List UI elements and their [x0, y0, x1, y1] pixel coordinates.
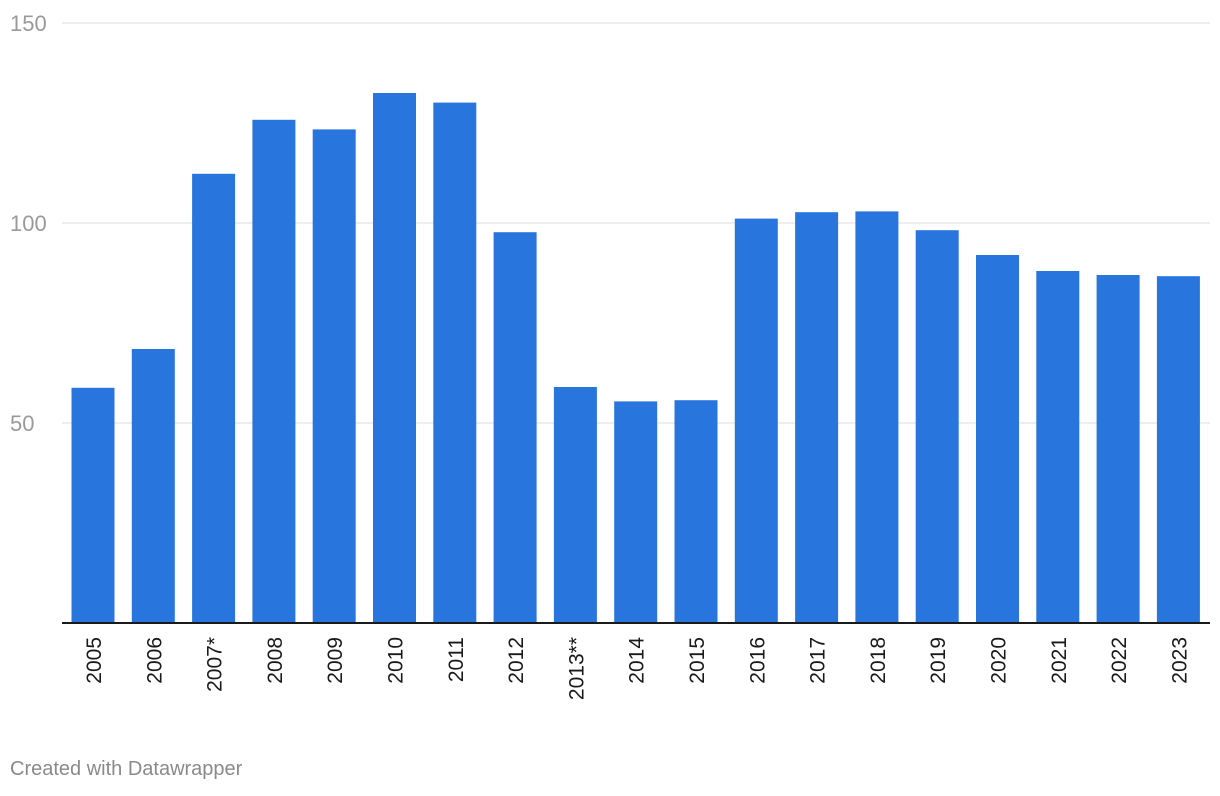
x-tick-label: 2016: [746, 637, 769, 684]
x-tick-label: 2009: [324, 637, 347, 684]
y-tick-label: 100: [10, 211, 47, 236]
x-tick-label: 2022: [1108, 637, 1131, 684]
x-tick-label: 2015: [686, 637, 709, 684]
x-tick-label: 2020: [988, 637, 1011, 684]
axes: 50 100 150 2005 2006 2007* 2008 2009 2010 2011 201…: [10, 11, 1210, 700]
x-tick-label: 2005: [83, 637, 106, 684]
bar: [373, 93, 416, 623]
bar: [976, 255, 1019, 623]
x-tick-label: 2023: [1168, 637, 1191, 684]
bar: [192, 173, 236, 624]
x-tick-label: 2008: [264, 637, 287, 684]
x-tick-label: 2010: [385, 637, 408, 684]
x-tick-label: 2011: [445, 637, 468, 682]
x-tick-label: 2017: [807, 637, 830, 684]
x-tick-label: 2019: [927, 637, 950, 684]
bar: [553, 387, 597, 623]
x-tick-label: 2018: [867, 637, 890, 684]
x-tick-label: 2007*: [204, 637, 227, 692]
bar: [252, 119, 296, 624]
credit-text: Created with Datawrapper: [10, 758, 243, 780]
bar: [312, 129, 356, 623]
bar: [614, 401, 658, 623]
bar: [855, 211, 899, 623]
bar: [674, 400, 718, 623]
x-tick-label: 2014: [626, 637, 649, 684]
bar: [131, 349, 175, 623]
x-tick-label: 2013**: [565, 637, 588, 700]
bar: [493, 232, 537, 623]
bar: [1036, 271, 1080, 623]
x-tick-label: 2006: [143, 637, 166, 684]
bar: [915, 230, 959, 623]
bar: [1156, 276, 1200, 623]
bar: [795, 212, 839, 623]
x-tick-label: 2021: [1048, 637, 1071, 684]
y-tick-label: 150: [10, 11, 47, 36]
bar: [1096, 275, 1140, 623]
bars: [71, 93, 1200, 624]
bar: [433, 102, 477, 624]
x-tick-label: 2012: [505, 637, 528, 684]
y-tick-label: 50: [10, 411, 34, 436]
bar: [734, 218, 778, 623]
bar: [71, 387, 115, 623]
